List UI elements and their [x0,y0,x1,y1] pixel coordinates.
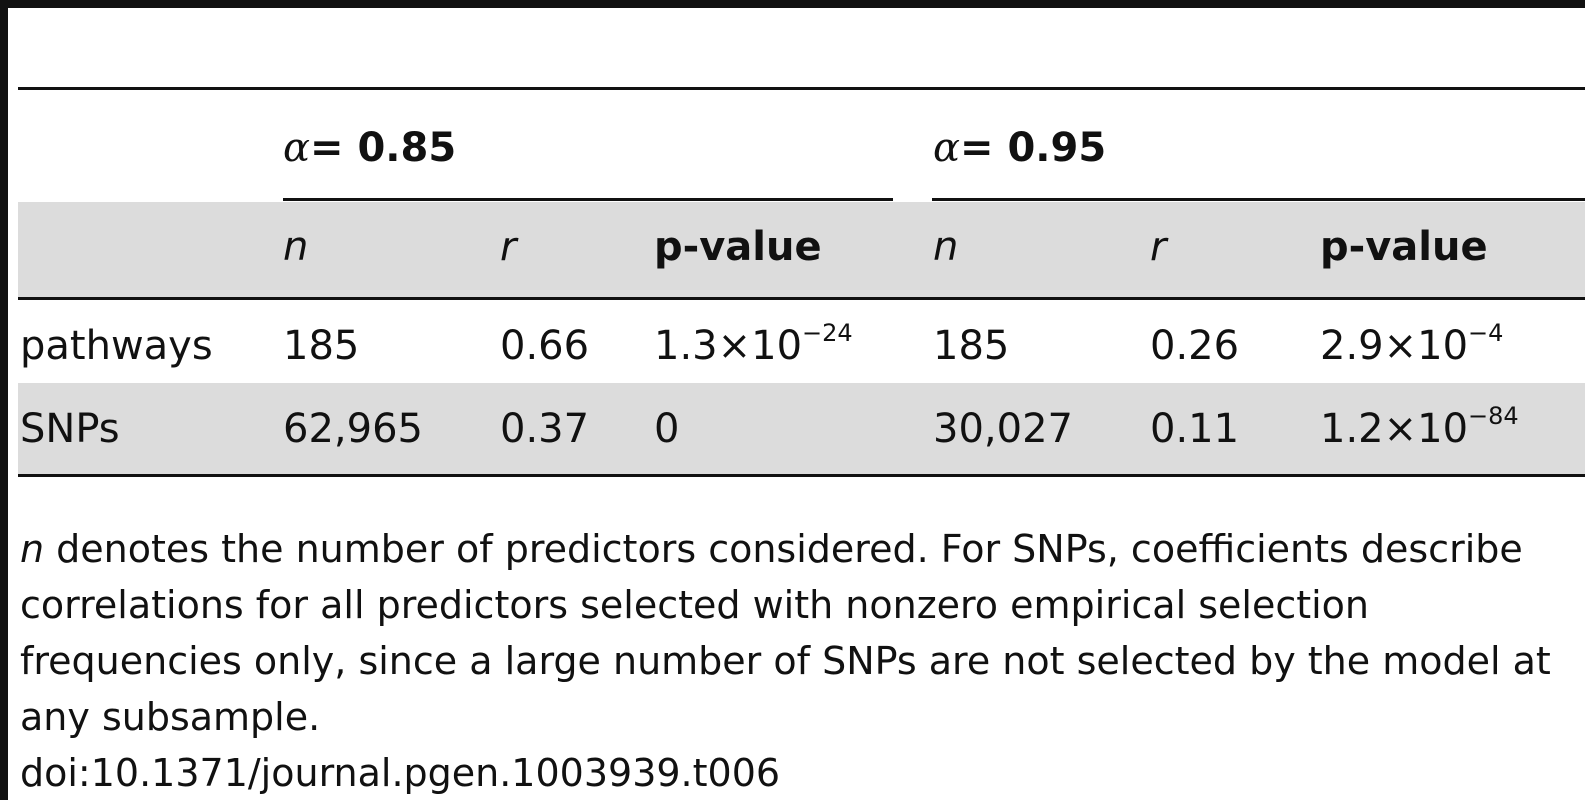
p-times-ten: ×10 [1383,323,1469,369]
group-label-text: = 0.85 [310,125,457,171]
left-border-rule [0,0,8,800]
cell-pathways-n-085: 185 [283,323,360,369]
col-header-pvalue-085: p-value [654,224,822,270]
cell-snps-r-095: 0.11 [1150,406,1240,452]
alpha-symbol: α [283,125,311,171]
col-header-n-095: n [933,224,959,270]
p-exponent: −24 [802,319,853,347]
cell-pathways-n-095: 185 [933,323,1010,369]
p-mantissa: 2.9 [1320,323,1384,369]
cell-pathways-pvalue-085: 1.3×10−24 [654,321,853,369]
p-mantissa: 1.2 [1320,406,1384,452]
p-exponent: −4 [1468,319,1504,347]
col-header-r-085: r [500,224,517,270]
top-border-rule [8,0,1585,8]
col-header-n-085: n [283,224,309,270]
group-underline-095 [932,198,1585,201]
p-exponent: −84 [1468,402,1519,430]
cell-pathways-r-085: 0.66 [500,323,590,369]
cell-snps-pvalue-085: 0 [654,406,680,452]
p-times-ten: ×10 [717,323,803,369]
group-label-text: = 0.95 [960,125,1107,171]
doi-link[interactable]: doi:10.1371/journal.pgen.1003939.t006 [20,751,781,795]
table-top-rule [18,87,1585,90]
cell-snps-n-085: 62,965 [283,406,423,452]
cell-snps-n-095: 30,027 [933,406,1073,452]
group-header-alpha-085: α= 0.85 [283,128,456,168]
row-band-snps [18,383,1585,474]
col-header-r-095: r [1150,224,1167,270]
p-mantissa: 1.3 [654,323,718,369]
col-header-pvalue-095: p-value [1320,224,1488,270]
group-header-alpha-095: α= 0.95 [933,128,1106,168]
footnote-line-1-text: denotes the number of predictors conside… [44,527,1523,571]
footnote-line-4: any subsample. [20,695,321,739]
cell-pathways-pvalue-095: 2.9×10−4 [1320,321,1503,369]
footnote-n-symbol: n [20,527,45,571]
footnote-line-2: correlations for all predictors selected… [20,583,1369,627]
row-label-pathways: pathways [20,323,213,369]
row-label-snps: SNPs [20,406,120,452]
alpha-symbol: α [933,125,961,171]
cell-snps-r-085: 0.37 [500,406,590,452]
column-header-band [18,202,1585,297]
footnote-line-3: frequencies only, since a large number o… [20,639,1551,683]
cell-snps-pvalue-095: 1.2×10−84 [1320,404,1519,452]
footnote-line-1: n denotes the number of predictors consi… [20,521,1580,577]
header-bottom-rule [18,297,1585,300]
table-footnote: n denotes the number of predictors consi… [20,521,1580,801]
p-times-ten: ×10 [1383,406,1469,452]
cell-pathways-r-095: 0.26 [1150,323,1240,369]
group-underline-085 [283,198,893,201]
table-bottom-rule [18,474,1585,477]
